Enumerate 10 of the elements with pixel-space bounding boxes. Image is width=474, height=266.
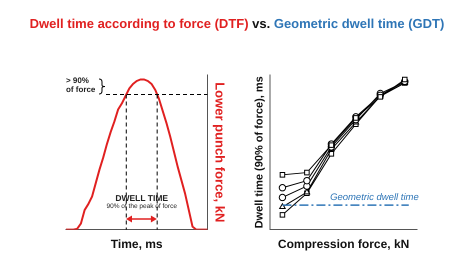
chart-title: Dwell time according to force (DTF) [30, 16, 249, 31]
x-axis-title: Compression force, kN [278, 237, 410, 252]
ref-line-label: Geometric dwell time [330, 192, 419, 204]
chart-title: Geometric dwell time (GDT) [274, 16, 444, 31]
annotation: DWELL TIME [114, 193, 168, 204]
chart-subtitle: vs. [251, 16, 272, 31]
y-axis-title: Lower punch force, kN [212, 82, 228, 222]
x-axis-title: Time, ms [110, 237, 163, 252]
y-axis-title: Dwell time (90% of force), ms [254, 76, 266, 228]
annotation: > 90% of force [66, 76, 96, 94]
